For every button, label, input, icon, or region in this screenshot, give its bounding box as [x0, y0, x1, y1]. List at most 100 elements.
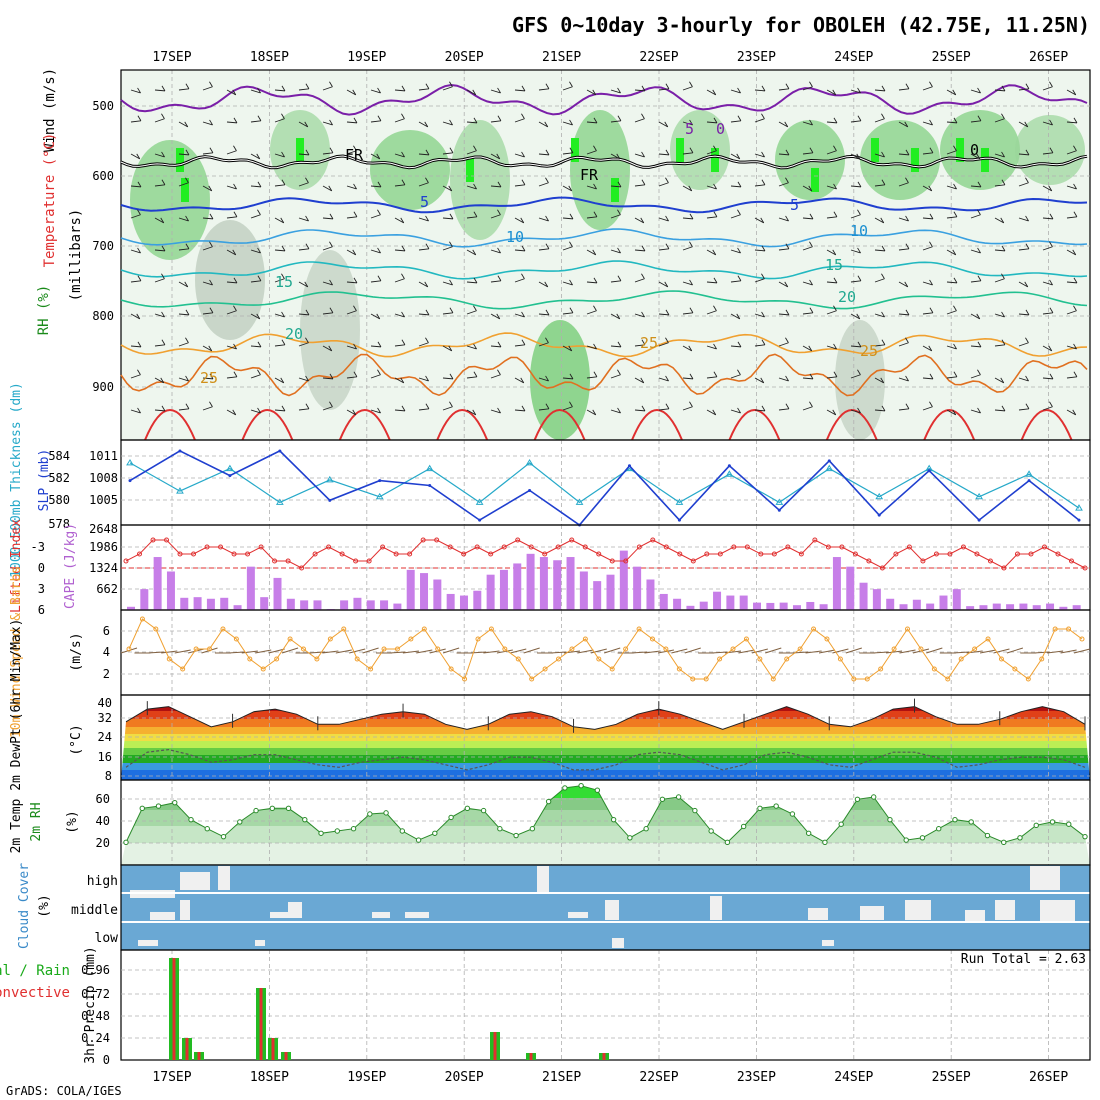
- wind-barb: [274, 344, 285, 347]
- rh-point: [204, 826, 210, 832]
- contour-label: 20: [838, 288, 856, 306]
- wind-barb-flag: [161, 245, 166, 252]
- temp-tick-label: 8: [105, 769, 112, 783]
- wind-barb-flag: [329, 307, 334, 314]
- wind-barb: [754, 217, 764, 224]
- wind-barb-flag: [977, 407, 981, 414]
- wind-speed-point: [730, 646, 736, 652]
- wind-barb: [274, 118, 285, 123]
- wind-barb-flag: [640, 217, 645, 224]
- rh-point: [285, 805, 292, 812]
- cape-bar: [633, 566, 642, 610]
- rh-point: [123, 839, 129, 846]
- wind-barb: [970, 374, 981, 379]
- li-point: [299, 565, 305, 571]
- wind-barb-flag: [929, 373, 934, 380]
- li-point: [650, 537, 656, 543]
- wind-barb: [970, 409, 981, 414]
- wind-barb-flag: [1001, 113, 1005, 119]
- cloud-clear-gap: [537, 866, 549, 894]
- wind-barb: [778, 408, 789, 411]
- wind-barb: [346, 310, 357, 315]
- wind-barb-flag: [497, 407, 501, 414]
- surface-wind-barb: [469, 651, 487, 654]
- wind-barb: [874, 344, 885, 347]
- wind-speed-point: [1012, 666, 1018, 672]
- wind-barb-flag: [1072, 249, 1077, 256]
- rh-core: [811, 168, 819, 192]
- wind-barb: [898, 153, 910, 156]
- wind-barb-flag: [1073, 183, 1077, 190]
- rh-shade: [450, 120, 510, 240]
- slp-tick-label: 1005: [89, 493, 118, 507]
- thickness-point: [1075, 504, 1083, 511]
- wind-barb-flag: [161, 339, 166, 346]
- wind-barb-flag: [233, 211, 238, 218]
- wind-barb-flag: [977, 247, 981, 254]
- wind-barb-flag: [281, 179, 286, 186]
- precip-convective-bar: [185, 1038, 189, 1060]
- wind-barb-flag: [857, 341, 862, 348]
- wind-barb-flag: [305, 375, 309, 382]
- temp-band: [121, 741, 1090, 748]
- wind-barb: [826, 376, 837, 379]
- wind-barb: [610, 153, 620, 160]
- li-point: [123, 558, 129, 564]
- wind-barb-flag: [832, 249, 837, 256]
- wind-barb-flag: [857, 407, 861, 414]
- temp-band: [121, 734, 1090, 741]
- wind-barb: [682, 86, 693, 91]
- wind-speed-point: [985, 636, 991, 642]
- wind-speed-point: [193, 646, 199, 652]
- rh-point: [740, 823, 747, 830]
- precip-convective-bar: [197, 1052, 201, 1060]
- cape-panel: -3 0 3 6 2648 1986 1324 662: [31, 522, 1091, 617]
- wind-barb-flag: [281, 151, 285, 158]
- wind-barb-flag: [881, 113, 885, 119]
- wind-barb-flag: [425, 337, 429, 343]
- wind-barb: [610, 409, 621, 414]
- wind-barb-flag: [1025, 375, 1029, 382]
- wind-speed-point: [1079, 636, 1085, 642]
- wind-barb: [322, 406, 333, 411]
- cape-bar: [673, 598, 682, 610]
- wind-barb: [346, 345, 357, 350]
- wind-barb: [370, 280, 381, 283]
- wind-barb-flag: [1049, 213, 1054, 220]
- precip-tick-label: 0: [103, 1053, 110, 1067]
- wind-barb-flag: [593, 211, 598, 218]
- wind-barb-flag: [209, 307, 214, 314]
- wind-barb: [634, 344, 645, 347]
- wind-barb-flag: [449, 373, 454, 380]
- isotherm-35-arc: [338, 409, 391, 441]
- cloud-label: Cloud Cover: [17, 863, 32, 949]
- li-point: [312, 551, 318, 557]
- wind-barb-flag: [1001, 405, 1006, 412]
- wind-barb: [874, 377, 884, 384]
- wind-barb: [586, 310, 597, 315]
- wind-speed-point: [690, 676, 696, 682]
- wind-barb: [658, 377, 669, 382]
- li-point: [758, 551, 764, 557]
- cape-bar: [140, 589, 149, 610]
- wind-barb: [154, 313, 165, 318]
- wind-barb: [778, 342, 789, 347]
- wind-barb: [178, 408, 189, 411]
- isotherm-25: [120, 332, 1088, 358]
- wind-barb: [874, 278, 885, 283]
- rh-point: [562, 785, 568, 791]
- wind-barb: [226, 185, 237, 190]
- li-point: [488, 551, 494, 557]
- surface-wind-barb: [389, 651, 406, 654]
- temp-band: [121, 755, 1090, 763]
- wind-barb-flag: [1024, 121, 1029, 128]
- wind-barb: [898, 121, 908, 128]
- wind-barb-flag: [785, 243, 790, 250]
- wind-barb: [370, 345, 382, 348]
- wind-barb: [1042, 152, 1053, 155]
- li-point: [785, 544, 791, 550]
- wind-barb: [202, 217, 214, 220]
- wind-barb: [826, 121, 838, 124]
- wind-barb: [250, 120, 261, 123]
- wind-speed-point: [703, 676, 709, 682]
